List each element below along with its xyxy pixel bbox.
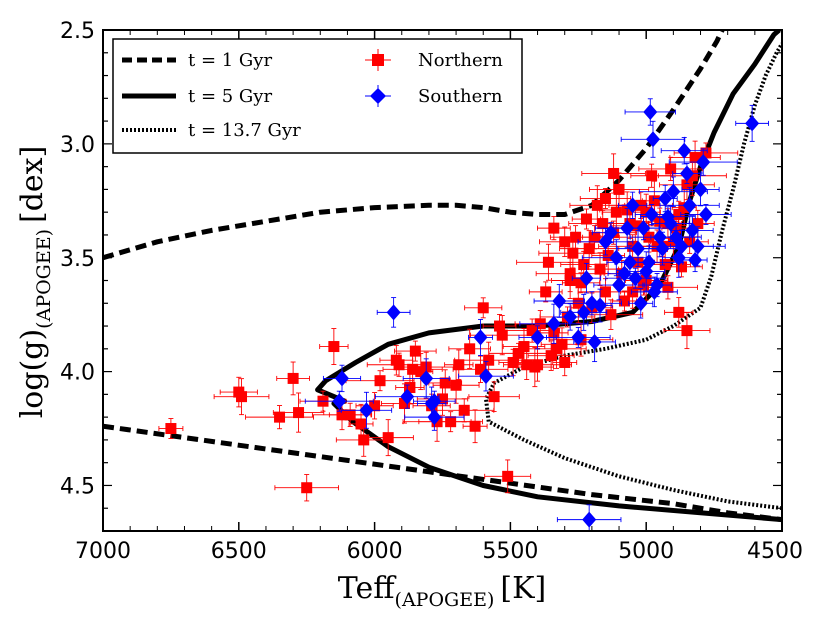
southern-point [669, 226, 726, 267]
northern-point [462, 409, 488, 444]
southern-point [519, 303, 589, 344]
northern-point [362, 419, 414, 457]
northern-point [276, 361, 310, 396]
legend-box [112, 38, 523, 154]
isochrone-dashed [103, 423, 782, 523]
x-tick-labels: 7000 6500 6000 5500 5000 4500 [75, 539, 803, 564]
y-tick-labels: 2.5 3.0 3.5 4.0 4.5 [60, 19, 95, 500]
southern-point [615, 216, 672, 241]
legend-marker-southern [365, 85, 391, 107]
x-axis-label: Teff(APOGEE) [K] [338, 571, 546, 611]
southern-point [340, 391, 393, 429]
northern-point [663, 312, 711, 350]
southern-point [560, 293, 608, 331]
northern-point [552, 348, 578, 377]
isochrone-dotted [484, 42, 782, 511]
northern-point [669, 140, 721, 175]
northern-point [432, 366, 480, 404]
northern-point [464, 297, 503, 319]
southern-point [681, 172, 720, 207]
northern-point [335, 423, 392, 457]
northern-point [484, 459, 532, 494]
northern-point [537, 216, 571, 241]
southern-point [571, 262, 602, 294]
southern-point [668, 148, 738, 176]
northern-point [671, 189, 697, 227]
southern-point [735, 104, 769, 142]
southern-point [587, 288, 613, 323]
southern-point [682, 247, 708, 273]
northern-point [664, 297, 694, 328]
legend-label-5gyr: t = 5 Gyr [188, 86, 272, 107]
northern-point [272, 392, 325, 433]
northern-point [582, 225, 608, 250]
northern-point [535, 255, 605, 293]
southern-point [680, 204, 732, 225]
northern-point [538, 237, 608, 269]
legend-label-13gyr: t = 13.7 Gyr [188, 120, 301, 141]
y-tick-label: 3.5 [60, 247, 95, 272]
southern-point [533, 284, 585, 318]
northern-point [580, 252, 620, 286]
southern-point [642, 273, 672, 298]
y-axis-label: log(g)(APOGEE)[dex] [15, 146, 55, 419]
northern-point [319, 328, 349, 365]
y-tick-label: 3.0 [60, 133, 95, 158]
legend: t = 1 Gyr t = 5 Gyr t = 13.7 Gyr Norther… [112, 38, 523, 154]
x-tick-label: 6000 [347, 539, 403, 564]
southern-point [458, 360, 514, 392]
southern-point [617, 191, 648, 220]
northern-point [468, 381, 520, 412]
northern-point [579, 188, 632, 209]
southern-point [546, 326, 611, 348]
northern-point [245, 405, 314, 430]
southern-point [614, 245, 684, 280]
x-tick-label: 6500 [211, 539, 267, 564]
x-tick-label: 5000 [618, 539, 674, 564]
southern-point [402, 358, 450, 399]
northern-point [355, 392, 394, 420]
northern-point [528, 281, 563, 303]
southern-point [556, 504, 622, 531]
southern-point [581, 239, 651, 277]
x-tick-label: 5500 [482, 539, 538, 564]
southern-point [660, 137, 708, 165]
southern-point [591, 222, 630, 244]
southern-point [304, 390, 374, 412]
isochrone-dashed [103, 30, 725, 261]
data-points [158, 98, 769, 531]
southern-point [624, 98, 676, 126]
southern-point [659, 186, 720, 224]
legend-label-northern: Northern [418, 50, 503, 71]
southern-point [672, 163, 702, 184]
northern-point [581, 153, 646, 194]
southern-point [573, 321, 616, 363]
y-tick-label: 4.0 [60, 361, 95, 386]
southern-point [593, 269, 645, 301]
y-tick-label: 2.5 [60, 19, 95, 44]
southern-point [620, 120, 686, 158]
legend-label-1gyr: t = 1 Gyr [188, 50, 272, 71]
southern-point [413, 390, 456, 412]
southern-point [468, 318, 493, 356]
northern-point [448, 328, 491, 369]
northern-point [219, 376, 258, 408]
southern-point [322, 364, 362, 393]
legend-marker-northern [365, 49, 391, 71]
legend-label-southern: Southern [418, 86, 503, 107]
southern-point [376, 297, 411, 328]
axis-ticks [102, 30, 783, 532]
y-tick-label: 4.5 [60, 475, 95, 500]
southern-point [628, 288, 654, 319]
northern-point [158, 418, 184, 439]
x-tick-label: 7000 [75, 539, 131, 564]
northern-point [274, 474, 339, 502]
northern-point [637, 275, 698, 300]
x-tick-label: 4500 [747, 539, 803, 564]
northern-point [394, 340, 437, 362]
southern-point [374, 384, 440, 409]
